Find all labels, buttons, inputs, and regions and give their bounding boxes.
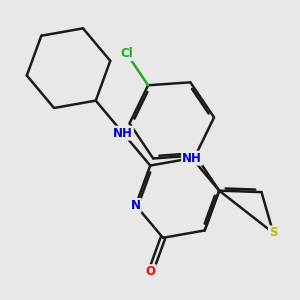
Text: N: N <box>131 199 141 212</box>
Text: NH: NH <box>182 152 202 165</box>
Text: S: S <box>269 226 278 239</box>
Text: Cl: Cl <box>120 47 133 60</box>
Text: NH: NH <box>113 127 133 140</box>
Text: O: O <box>146 265 156 278</box>
